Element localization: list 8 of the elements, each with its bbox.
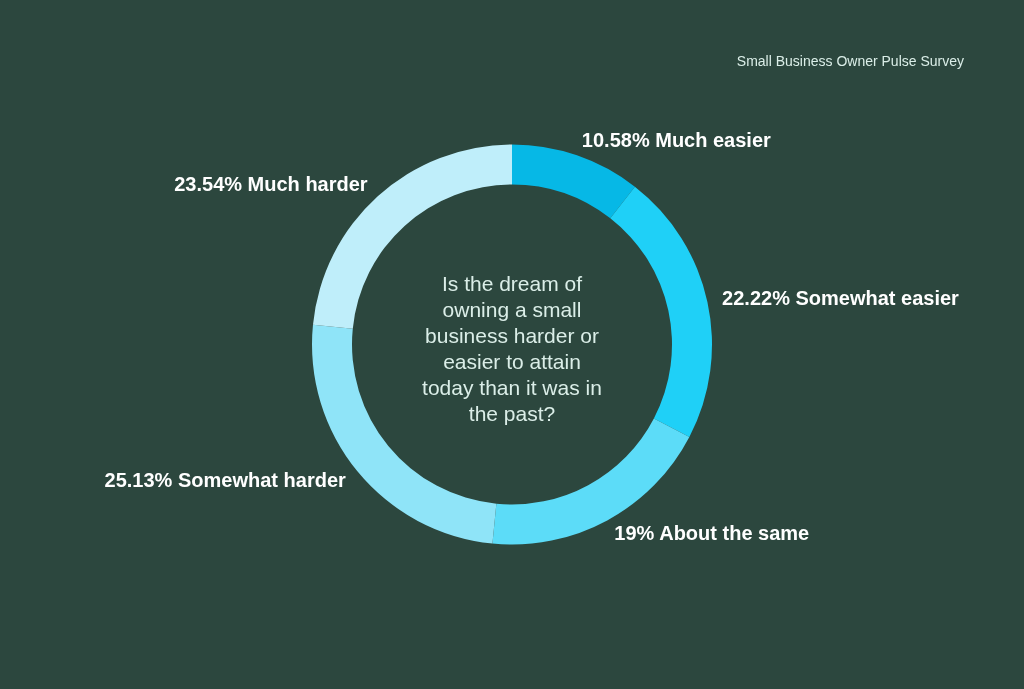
chart-title: Small Business Owner Pulse Survey bbox=[736, 53, 964, 69]
slice-label: 10.58% Much easier bbox=[581, 129, 772, 152]
slice-label: 25.13% Somewhat harder bbox=[104, 468, 346, 491]
slice-label: 23.54% Much harder bbox=[174, 173, 368, 196]
donut-slice bbox=[610, 186, 712, 437]
text: Is the dream of owning a small business harder or easier to attain today than it was in the past? bbox=[422, 271, 602, 425]
slice-label: 19% About the same bbox=[614, 521, 810, 544]
slice-label: 22.22% Somewhat easier bbox=[722, 286, 960, 309]
